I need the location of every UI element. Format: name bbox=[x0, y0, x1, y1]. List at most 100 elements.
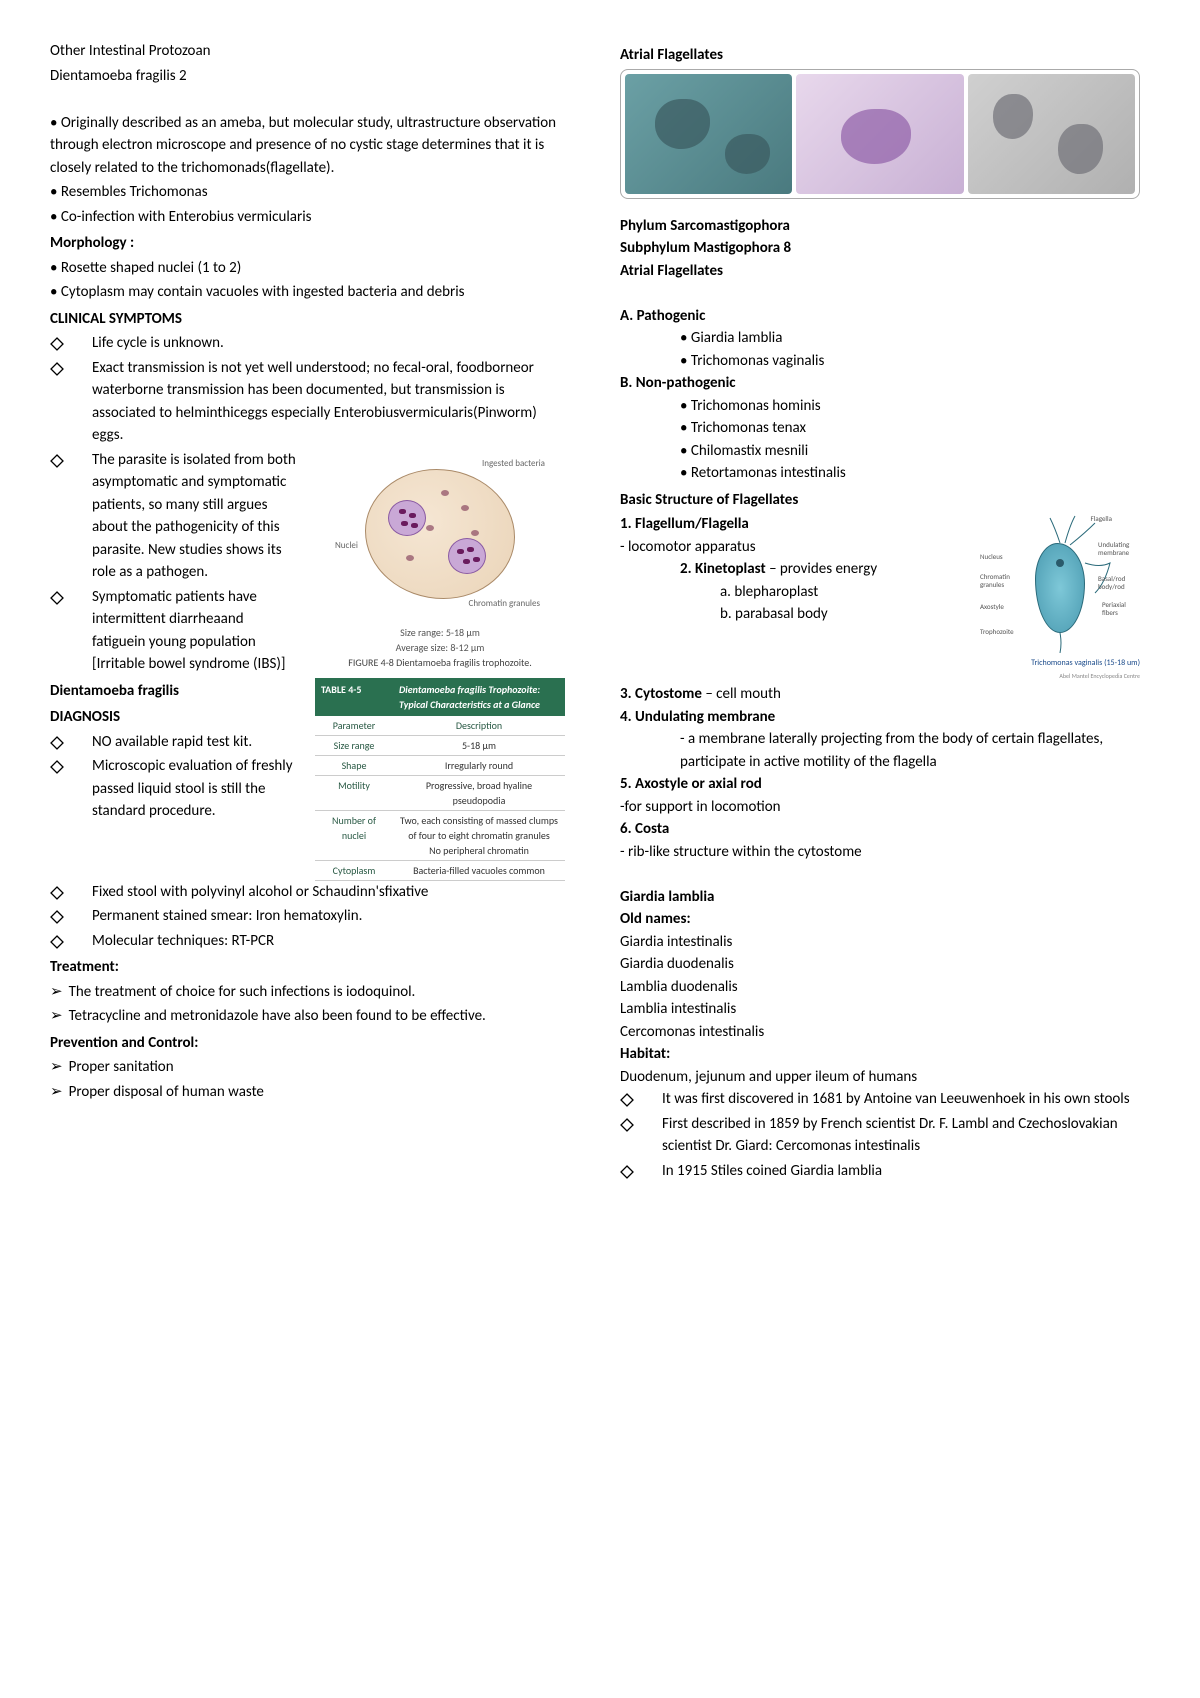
figure-avg-size: Average size: 8-12 µm bbox=[310, 640, 570, 655]
diagnosis-item: Microscopic evaluation of freshly passed… bbox=[50, 755, 300, 823]
diagram-caption: Trichomonas vaginalis (15-18 um) bbox=[1031, 657, 1140, 669]
diagnosis-text: Permanent stained smear: Iron hematoxyli… bbox=[92, 905, 362, 928]
intro-bullet: • Resembles Trichomonas bbox=[50, 181, 570, 204]
oldname-item: Giardia intestinalis bbox=[620, 931, 1140, 954]
history-item: In 1915 Stiles coined Giardia lamblia bbox=[620, 1160, 1140, 1183]
morphology-bullet: • Cytoplasm may contain vacuoles with in… bbox=[50, 281, 570, 304]
table-cell: Two, each consisting of massed clumps of… bbox=[393, 810, 565, 860]
structure-heading: Basic Structure of Flagellates bbox=[620, 489, 1140, 512]
table-cell: Progressive, broad hyaline pseudopodia bbox=[393, 775, 565, 810]
table-header-title: Dientamoeba fragilis Trophozoite: Typica… bbox=[393, 678, 565, 716]
diagram-label: Undulating membrane bbox=[1098, 541, 1140, 556]
table-4-5: TABLE 4-5 Dientamoeba fragilis Trophozoi… bbox=[315, 678, 565, 881]
history-text: First described in 1859 by French scient… bbox=[662, 1113, 1140, 1158]
treatment-heading: Treatment: bbox=[50, 956, 570, 979]
oldname-item: Giardia duodenalis bbox=[620, 953, 1140, 976]
morphology-heading: Morphology : bbox=[50, 232, 570, 255]
figure-label: Ingested bacteria bbox=[482, 457, 545, 471]
diagram-label: Flagella bbox=[1091, 515, 1112, 523]
diamond-icon bbox=[620, 1092, 634, 1106]
diamond-icon bbox=[50, 934, 64, 948]
cell-diagram: Ingested bacteria Nuclei Chromatin granu… bbox=[335, 449, 545, 619]
diamond-icon bbox=[50, 361, 64, 375]
oldname-item: Lamblia intestinalis bbox=[620, 998, 1140, 1021]
table-col-header: Parameter bbox=[315, 716, 393, 736]
history-item: First described in 1859 by French scient… bbox=[620, 1113, 1140, 1158]
diamond-icon bbox=[50, 590, 64, 604]
oldname-item: Cercomonas intestinalis bbox=[620, 1021, 1140, 1044]
flagellate-diagram: Flagella Undulating membrane Nucleus Chr… bbox=[980, 513, 1140, 683]
figure-label: Nuclei bbox=[335, 539, 358, 553]
diamond-icon bbox=[50, 885, 64, 899]
nonpathogenic-heading: B. Non-pathogenic bbox=[620, 372, 1140, 395]
pathogenic-item: • Giardia lamblia bbox=[620, 327, 1140, 350]
table-cell: Motility bbox=[315, 775, 393, 810]
table-col-header: Description bbox=[393, 716, 565, 736]
clinical-text: Life cycle is unknown. bbox=[92, 332, 224, 355]
table-cell: Size range bbox=[315, 735, 393, 755]
diamond-icon bbox=[50, 759, 64, 773]
prevention-text: Proper sanitation bbox=[69, 1056, 174, 1079]
treatment-item: ➢The treatment of choice for such infect… bbox=[50, 981, 570, 1004]
diagram-label: Trophozoite bbox=[980, 628, 1014, 636]
pathogenic-heading: A. Pathogenic bbox=[620, 305, 1140, 328]
clinical-item: The parasite is isolated from both asymp… bbox=[50, 449, 300, 584]
table-cell: 5-18 µm bbox=[393, 735, 565, 755]
diagnosis-item: Permanent stained smear: Iron hematoxyli… bbox=[50, 905, 570, 928]
diamond-icon bbox=[50, 909, 64, 923]
habitat-text: Duodenum, jejunum and upper ileum of hum… bbox=[620, 1066, 1140, 1089]
diagram-label: Nucleus bbox=[980, 553, 1003, 561]
document-page: Other Intestinal Protozoan Dientamoeba f… bbox=[50, 40, 1150, 1184]
prevention-heading: Prevention and Control: bbox=[50, 1032, 570, 1055]
habitat-heading: Habitat: bbox=[620, 1043, 1140, 1066]
diagnosis-text: Microscopic evaluation of freshly passed… bbox=[92, 755, 300, 823]
phylum-line: Phylum Sarcomastigophora bbox=[620, 215, 1140, 238]
clinical-text: Exact transmission is not yet well under… bbox=[92, 357, 570, 447]
treatment-text: Tetracycline and metronidazole have also… bbox=[69, 1005, 486, 1028]
structure-sub: - rib-like structure within the cytostom… bbox=[620, 841, 1140, 864]
structure-sub: - a membrane laterally projecting from t… bbox=[620, 728, 1140, 773]
arrow-icon: ➢ bbox=[50, 1081, 63, 1104]
structure-sub: -for support in locomotion bbox=[620, 796, 1140, 819]
prevention-item: ➢Proper sanitation bbox=[50, 1056, 570, 1079]
clinical-text: Symptomatic patients have intermittent d… bbox=[92, 586, 300, 676]
diagram-label: Basal/rod body/rod bbox=[1098, 575, 1140, 590]
history-text: In 1915 Stiles coined Giardia lamblia bbox=[662, 1160, 882, 1183]
giardia-title: Giardia lamblia bbox=[620, 886, 1140, 909]
nonpathogenic-item: • Retortamonas intestinalis bbox=[620, 462, 1140, 485]
microscopy-image bbox=[968, 74, 1135, 194]
phylum-line: Atrial Flagellates bbox=[620, 260, 1140, 283]
arrow-icon: ➢ bbox=[50, 1005, 63, 1028]
clinical-text: The parasite is isolated from both asymp… bbox=[92, 449, 300, 584]
diagnosis-item: NO available rapid test kit. bbox=[50, 731, 300, 754]
diamond-icon bbox=[620, 1117, 634, 1131]
title-line1: Other Intestinal Protozoan bbox=[50, 40, 570, 63]
table-cell: Bacteria-filled vacuoles common bbox=[393, 860, 565, 880]
figure-size-range: Size range: 5-18 µm bbox=[310, 625, 570, 640]
diamond-icon bbox=[50, 735, 64, 749]
structure-item: 6. Costa bbox=[620, 818, 1140, 841]
oldname-item: Lamblia duodenalis bbox=[620, 976, 1140, 999]
diagram-label: Chromatin granules bbox=[980, 573, 1018, 588]
diagnosis-text: Fixed stool with polyvinyl alcohol or Sc… bbox=[92, 881, 428, 904]
clinical-item: Life cycle is unknown. bbox=[50, 332, 570, 355]
title-line2: Dientamoeba fragilis 2 bbox=[50, 65, 570, 88]
diamond-icon bbox=[50, 453, 64, 467]
treatment-item: ➢ Tetracycline and metronidazole have als… bbox=[50, 1005, 570, 1028]
atrial-title: Atrial Flagellates bbox=[620, 44, 1140, 67]
diamond-icon bbox=[50, 336, 64, 350]
table-cell: Irregularly round bbox=[393, 755, 565, 775]
treatment-text: The treatment of choice for such infecti… bbox=[69, 981, 416, 1004]
structure-item: 4. Undulating membrane bbox=[620, 706, 1140, 729]
clinical-heading: CLINICAL SYMPTOMS bbox=[50, 308, 570, 331]
structure-item: 3. Cytostome – cell mouth bbox=[620, 683, 1140, 706]
table-cell: Shape bbox=[315, 755, 393, 775]
intro-bullet: • Originally described as an ameba, but … bbox=[50, 112, 570, 180]
left-column: Other Intestinal Protozoan Dientamoeba f… bbox=[50, 40, 570, 1184]
nucleus bbox=[448, 538, 486, 574]
microscopy-images bbox=[620, 69, 1140, 199]
nonpathogenic-item: • Trichomonas hominis bbox=[620, 395, 1140, 418]
clinical-item: Symptomatic patients have intermittent d… bbox=[50, 586, 300, 676]
table-cell: Number of nuclei bbox=[315, 810, 393, 860]
intro-bullet: • Co-infection with Enterobius vermicula… bbox=[50, 206, 570, 229]
